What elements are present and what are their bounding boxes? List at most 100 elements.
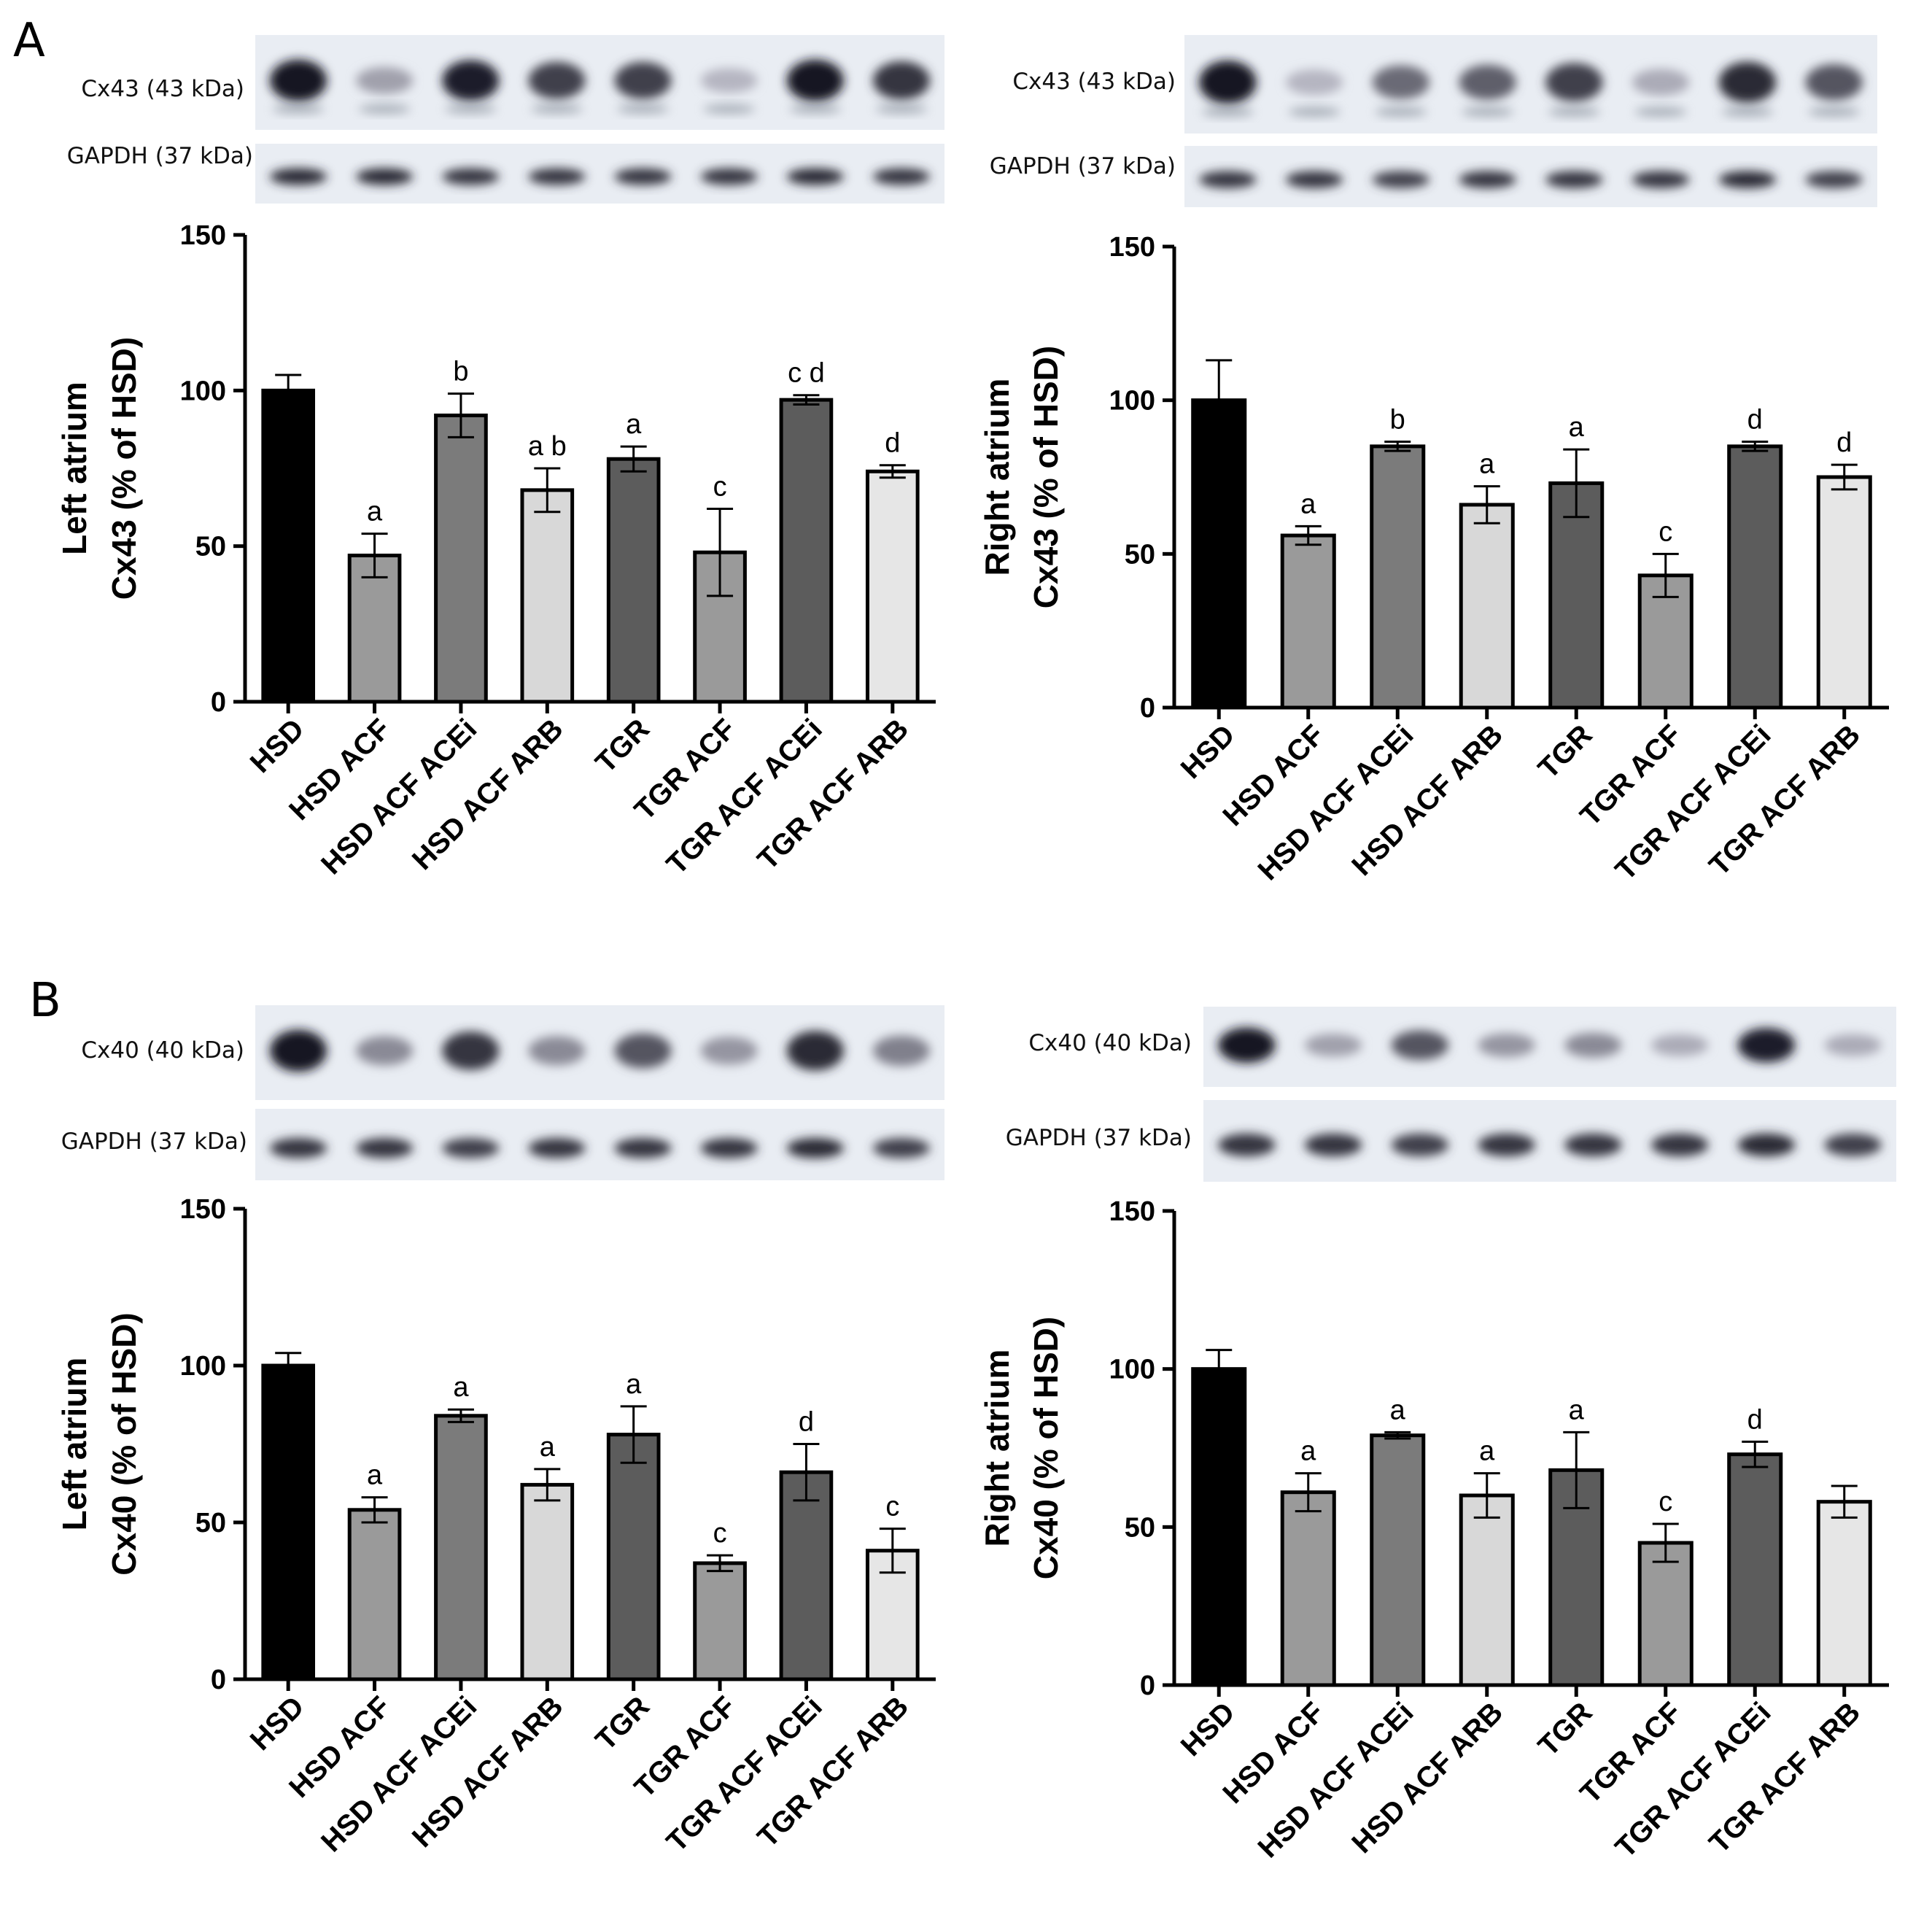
significance-label: a — [367, 1460, 383, 1491]
significance-label: a — [540, 1432, 556, 1463]
blot-band-lower — [703, 104, 756, 114]
y-axis-label-line1: Right atrium — [978, 1350, 1016, 1547]
blot-band-lower — [617, 104, 669, 114]
blot-band-lower — [358, 104, 411, 114]
blot-band-lower — [1548, 107, 1600, 117]
blot-strip-protein-3 — [255, 1005, 944, 1100]
blot-band — [442, 60, 500, 101]
blot-band — [1304, 1133, 1362, 1157]
blot-band — [1718, 171, 1777, 188]
bar — [606, 1433, 661, 1681]
bar — [1816, 1500, 1872, 1687]
blot-label-loading-4: GAPDH (37 kDa) — [1005, 1125, 1192, 1151]
blot-band — [1304, 1034, 1362, 1057]
blot-band — [1737, 1133, 1796, 1157]
blot-band — [1199, 171, 1257, 188]
significance-label: d — [1836, 427, 1852, 458]
bar — [1370, 1433, 1426, 1687]
blot-band — [356, 1036, 414, 1066]
blot-band-lower — [444, 104, 497, 114]
blot-band — [270, 59, 327, 101]
bar — [1191, 398, 1247, 710]
blot-band — [528, 61, 586, 99]
blot-band — [1650, 1133, 1709, 1157]
significance-label: c — [713, 1518, 727, 1549]
y-axis-label-line2: Cx40 (% of HSD) — [1027, 1317, 1065, 1579]
bar — [347, 1508, 402, 1681]
significance-label: a — [367, 497, 383, 527]
blot-band — [700, 68, 758, 93]
blot-label-loading-3: GAPDH (37 kDa) — [61, 1128, 247, 1155]
significance-label: a b — [528, 431, 567, 462]
blot-band — [1391, 1030, 1449, 1061]
panel-letter-a: A — [13, 14, 45, 68]
significance-label: a — [1300, 489, 1316, 519]
blot-band — [700, 1037, 758, 1065]
bar — [1280, 1490, 1336, 1687]
significance-label: a — [626, 409, 642, 440]
blot-band — [1459, 64, 1516, 100]
blot-band — [1218, 1027, 1276, 1063]
blot-band — [270, 168, 327, 185]
y-axis-label-line2: Cx43 (% of HSD) — [1027, 346, 1065, 608]
blot-label-protein-4: Cx40 (40 kDa) — [1028, 1030, 1192, 1056]
blot-band — [872, 1138, 930, 1158]
blot-band — [1805, 171, 1863, 188]
y-tick-label: 150 — [180, 220, 226, 251]
x-tick-label: TGR ACF ARB — [1703, 1696, 1866, 1859]
blot-band — [270, 1138, 327, 1158]
blot-strip-loading-1 — [255, 144, 944, 204]
blot-band — [614, 61, 672, 99]
y-tick-label: 150 — [180, 1194, 226, 1225]
blot-band — [442, 1031, 500, 1070]
blot-band — [528, 1036, 586, 1066]
significance-label: a — [626, 1369, 642, 1400]
bar — [1727, 444, 1783, 710]
bar — [1548, 481, 1605, 710]
blot-band — [786, 59, 844, 101]
blot-band — [1478, 1033, 1535, 1058]
blot-band-lower — [272, 104, 325, 114]
significance-label: d — [885, 428, 900, 459]
blot-band-lower — [789, 104, 842, 114]
y-axis-label-line2: Cx40 (% of HSD) — [105, 1312, 143, 1575]
blot-band — [1650, 1034, 1709, 1056]
blot-band — [1459, 171, 1516, 188]
x-tick-label: HSD ACF ARB — [1346, 1696, 1509, 1859]
blot-band — [1632, 171, 1690, 188]
y-tick-label: 0 — [211, 687, 226, 718]
blot-band — [528, 168, 586, 185]
blot-band — [1805, 63, 1863, 101]
blot-band — [1824, 1034, 1882, 1056]
blot-band — [614, 1138, 672, 1158]
significance-label: a — [1569, 1395, 1585, 1425]
bar — [1727, 1452, 1783, 1687]
significance-label: d — [1747, 1404, 1763, 1435]
y-axis-label-line1: Right atrium — [978, 379, 1016, 576]
blot-band — [1824, 1133, 1882, 1157]
y-tick-label: 0 — [1140, 693, 1155, 724]
blot-band — [872, 1035, 930, 1066]
x-tick-label: TGR ACF ACEi — [1609, 1696, 1777, 1864]
significance-label: c — [713, 471, 727, 502]
blot-band — [1285, 171, 1343, 188]
blot-band — [700, 1138, 758, 1158]
blot-label-protein-2: Cx43 (43 kDa) — [1012, 69, 1176, 95]
y-tick-label: 100 — [180, 1351, 226, 1382]
y-tick-label: 50 — [1125, 539, 1155, 570]
significance-label: a — [1300, 1436, 1316, 1467]
y-axis-label-line2: Cx43 (% of HSD) — [105, 337, 143, 600]
blot-band — [700, 168, 758, 185]
panel-letter-b: B — [29, 974, 61, 1028]
blot-band — [1564, 1032, 1622, 1058]
blot-band — [528, 1138, 586, 1158]
bar — [1191, 1367, 1247, 1687]
bar — [606, 457, 661, 704]
significance-label: a — [1479, 1436, 1495, 1467]
blot-band — [442, 1138, 500, 1158]
y-tick-label: 150 — [1109, 1196, 1155, 1227]
blot-band — [356, 66, 414, 94]
bar — [1637, 1541, 1694, 1687]
blot-band — [1632, 69, 1690, 96]
